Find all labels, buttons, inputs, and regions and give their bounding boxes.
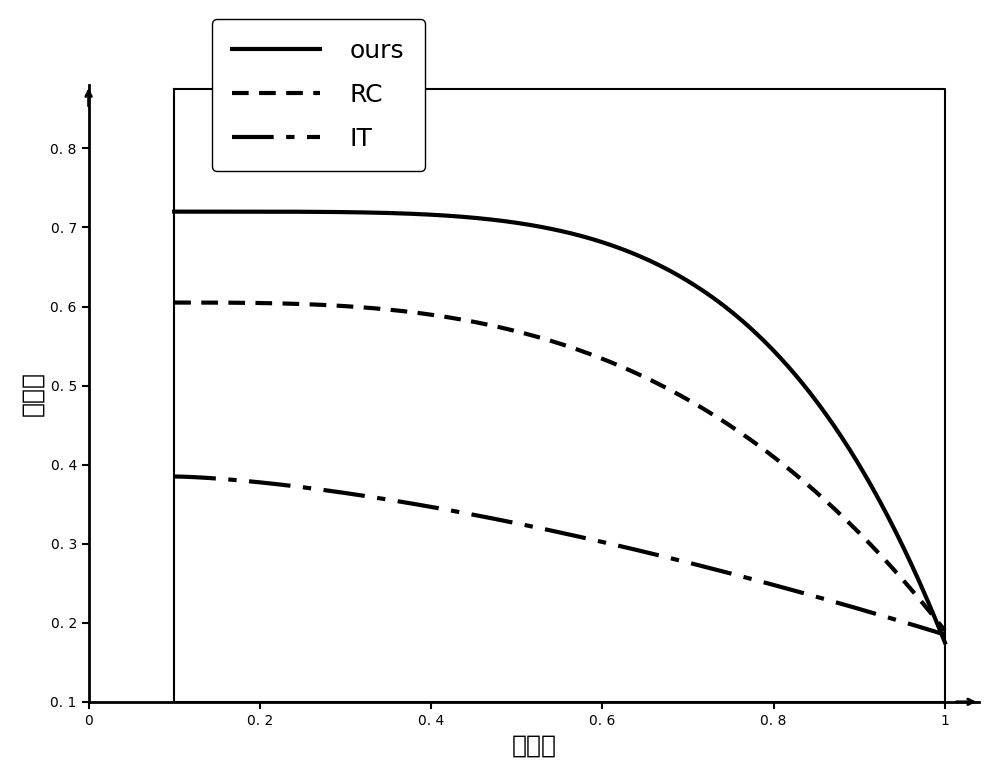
RC bbox=[168, 298, 180, 307]
ours bbox=[939, 638, 951, 647]
IT bbox=[168, 471, 180, 481]
ours bbox=[585, 234, 597, 244]
RC bbox=[534, 333, 546, 342]
ours bbox=[534, 222, 546, 231]
RC bbox=[920, 603, 932, 612]
ours bbox=[800, 383, 812, 392]
Legend: ours, RC, IT: ours, RC, IT bbox=[212, 19, 425, 170]
IT bbox=[939, 630, 951, 640]
IT bbox=[627, 545, 639, 554]
RC bbox=[939, 626, 951, 636]
Line: RC: RC bbox=[174, 303, 945, 631]
X-axis label: 召回率: 召回率 bbox=[511, 733, 556, 757]
RC bbox=[627, 367, 639, 377]
IT bbox=[800, 589, 812, 598]
IT bbox=[920, 624, 932, 633]
IT bbox=[585, 534, 597, 544]
IT bbox=[539, 524, 551, 534]
ours bbox=[168, 207, 180, 216]
RC bbox=[539, 335, 551, 344]
Y-axis label: 准确率: 准确率 bbox=[21, 371, 45, 416]
ours bbox=[920, 593, 932, 602]
ours bbox=[627, 249, 639, 258]
Line: ours: ours bbox=[174, 212, 945, 643]
RC bbox=[585, 350, 597, 359]
ours bbox=[539, 223, 551, 233]
Line: IT: IT bbox=[174, 476, 945, 635]
IT bbox=[534, 524, 546, 533]
RC bbox=[800, 478, 812, 488]
